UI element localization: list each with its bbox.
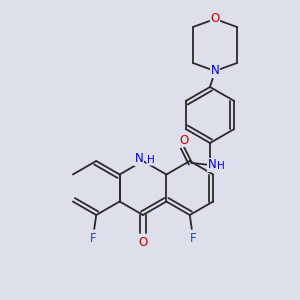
Text: F: F [90,232,97,244]
Text: N: N [208,158,216,172]
Text: O: O [138,236,148,248]
Text: O: O [179,134,189,146]
Text: F: F [190,232,196,244]
Text: H: H [147,155,155,165]
Text: H: H [217,161,225,171]
Text: N: N [135,152,143,166]
Text: O: O [210,13,220,26]
Text: N: N [211,64,219,77]
